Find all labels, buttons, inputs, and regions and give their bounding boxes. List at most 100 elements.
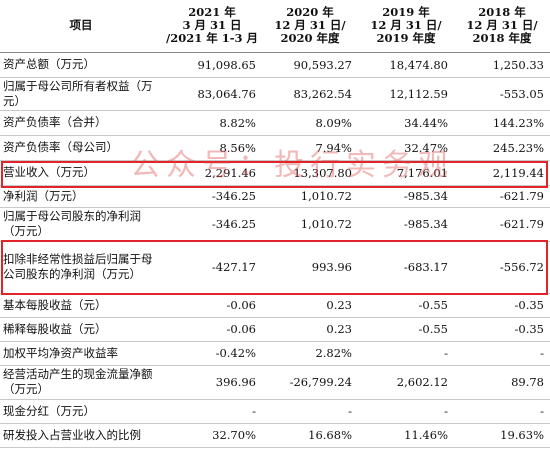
table-row: 归属于母公司所有者权益（万元） 83,064.76 83,262.54 12,1… — [0, 77, 550, 111]
header-2020-line3: 2020 年度 — [280, 31, 340, 46]
cell-value: - — [454, 341, 550, 366]
cell-value: 144.23% — [454, 110, 550, 136]
table-row: 资产负债率（合并） 8.82% 8.09% 34.44% 144.23% — [0, 110, 550, 136]
cell-value: 0.23 — [262, 293, 358, 318]
cell-value: 2,602.12 — [358, 365, 454, 400]
cell-value: -26,799.24 — [262, 365, 358, 400]
cell-value: 91,098.65 — [162, 52, 262, 78]
header-2020: 2020 年 12 月 31 日/ 2020 年度 — [262, 0, 358, 53]
header-2019-line3: 2019 年度 — [376, 31, 436, 46]
cell-value: -346.25 — [162, 207, 262, 242]
cell-value: -0.06 — [162, 317, 262, 342]
cell-value: -556.72 — [454, 241, 550, 294]
row-label-operating-cash-flow: 经营活动产生的现金流量净额（万元） — [0, 365, 162, 400]
cell-value: 993.96 — [262, 241, 358, 294]
cell-value: 32.47% — [358, 135, 454, 161]
cell-value: 13,307.80 — [262, 160, 358, 186]
cell-value: -0.55 — [358, 293, 454, 318]
header-2021q1: 2021 年 3 月 31 日 /2021 年 1-3 月 — [162, 0, 262, 53]
table-row: 稀释每股收益（元） -0.06 0.23 -0.55 -0.35 — [0, 317, 550, 342]
cell-value: -0.06 — [162, 293, 262, 318]
row-label-debt-ratio-consolidated: 资产负债率（合并） — [0, 110, 162, 136]
row-label-revenue: 营业收入（万元） — [0, 160, 162, 186]
cell-value: 16.68% — [262, 423, 358, 448]
cell-value: 12,112.59 — [358, 77, 454, 111]
row-label-debt-ratio-parent: 资产负债率（母公司） — [0, 135, 162, 161]
table-row: 资产总额（万元） 91,098.65 90,593.27 18,474.80 1… — [0, 52, 550, 78]
cell-value: -985.34 — [358, 185, 454, 208]
cell-value: 90,593.27 — [262, 52, 358, 78]
table-row: 现金分红（万元） - - - - — [0, 399, 550, 424]
cell-value: 396.96 — [162, 365, 262, 400]
header-2021q1-line3: /2021 年 1-3 月 — [166, 31, 258, 46]
cell-value: - — [358, 399, 454, 424]
cell-value: 19.63% — [454, 423, 550, 448]
header-2018: 2018 年 12 月 31 日/ 2018 年度 — [454, 0, 550, 53]
cell-value: 8.56% — [162, 135, 262, 161]
row-label-basic-eps: 基本每股收益（元） — [0, 293, 162, 318]
cell-value: -0.35 — [454, 317, 550, 342]
header-2020-line2: 12 月 31 日/ — [274, 18, 346, 33]
row-label-parent-net-profit: 归属于母公司股东的净利润（万元） — [0, 207, 162, 242]
cell-value: 83,262.54 — [262, 77, 358, 111]
row-label-parent-equity: 归属于母公司所有者权益（万元） — [0, 77, 162, 111]
cell-value: -0.55 — [358, 317, 454, 342]
row-label-adjusted-net-profit: 扣除非经常性损益后归属于母公司股东的净利润（万元） — [0, 241, 162, 294]
table-row: 扣除非经常性损益后归属于母公司股东的净利润（万元） -427.17 993.96… — [0, 241, 550, 294]
cell-value: 8.09% — [262, 110, 358, 136]
cell-value: 32.70% — [162, 423, 262, 448]
row-label-net-profit: 净利润（万元） — [0, 185, 162, 208]
cell-value: 1,250.33 — [454, 52, 550, 78]
row-label-diluted-eps: 稀释每股收益（元） — [0, 317, 162, 342]
cell-value: 0.23 — [262, 317, 358, 342]
header-2020-line1: 2020 年 — [286, 5, 334, 20]
cell-value: 2.82% — [262, 341, 358, 366]
header-2021q1-line2: 3 月 31 日 — [182, 18, 242, 33]
header-2019: 2019 年 12 月 31 日/ 2019 年度 — [358, 0, 454, 53]
header-2021q1-line1: 2021 年 — [188, 5, 236, 20]
header-2018-line3: 2018 年度 — [472, 31, 532, 46]
table-row: 资产负债率（母公司） 8.56% 7.94% 32.47% 245.23% — [0, 135, 550, 161]
table-row: 加权平均净资产收益率 -0.42% 2.82% - - — [0, 341, 550, 366]
cell-value: 83,064.76 — [162, 77, 262, 111]
cell-value: - — [358, 341, 454, 366]
cell-value: 11.46% — [358, 423, 454, 448]
table-row: 净利润（万元） -346.25 1,010.72 -985.34 -621.79 — [0, 185, 550, 208]
cell-value: 7,176.01 — [358, 160, 454, 186]
header-2019-line2: 12 月 31 日/ — [370, 18, 442, 33]
cell-value: -553.05 — [454, 77, 550, 111]
cell-value: 8.82% — [162, 110, 262, 136]
cell-value: 34.44% — [358, 110, 454, 136]
table-row: 基本每股收益（元） -0.06 0.23 -0.55 -0.35 — [0, 293, 550, 318]
cell-value: 2,291.46 — [162, 160, 262, 186]
row-label-cash-dividend: 现金分红（万元） — [0, 399, 162, 424]
table-row: 营业收入（万元） 2,291.46 13,307.80 7,176.01 2,1… — [0, 160, 550, 186]
cell-value: -621.79 — [454, 185, 550, 208]
header-2018-line2: 12 月 31 日/ — [466, 18, 538, 33]
cell-value: -683.17 — [358, 241, 454, 294]
cell-value: -985.34 — [358, 207, 454, 242]
cell-value: 7.94% — [262, 135, 358, 161]
cell-value: - — [262, 399, 358, 424]
header-item: 项目 — [0, 0, 162, 53]
table-row: 研发投入占营业收入的比例 32.70% 16.68% 11.46% 19.63% — [0, 423, 550, 448]
header-row: 项目 2021 年 3 月 31 日 /2021 年 1-3 月 2020 年 … — [0, 0, 550, 53]
cell-value: -0.42% — [162, 341, 262, 366]
cell-value: -621.79 — [454, 207, 550, 242]
row-label-rd-ratio: 研发投入占营业收入的比例 — [0, 423, 162, 448]
cell-value: 2,119.44 — [454, 160, 550, 186]
row-label-weighted-roe: 加权平均净资产收益率 — [0, 341, 162, 366]
cell-value: -0.35 — [454, 293, 550, 318]
cell-value: - — [454, 399, 550, 424]
table-row: 经营活动产生的现金流量净额（万元） 396.96 -26,799.24 2,60… — [0, 365, 550, 400]
cell-value: 1,010.72 — [262, 207, 358, 242]
header-2019-line1: 2019 年 — [382, 5, 430, 20]
cell-value: -346.25 — [162, 185, 262, 208]
cell-value: 1,010.72 — [262, 185, 358, 208]
cell-value: -427.17 — [162, 241, 262, 294]
table-row: 归属于母公司股东的净利润（万元） -346.25 1,010.72 -985.3… — [0, 207, 550, 242]
cell-value: 89.78 — [454, 365, 550, 400]
cell-value: 18,474.80 — [358, 52, 454, 78]
header-2018-line1: 2018 年 — [478, 5, 526, 20]
